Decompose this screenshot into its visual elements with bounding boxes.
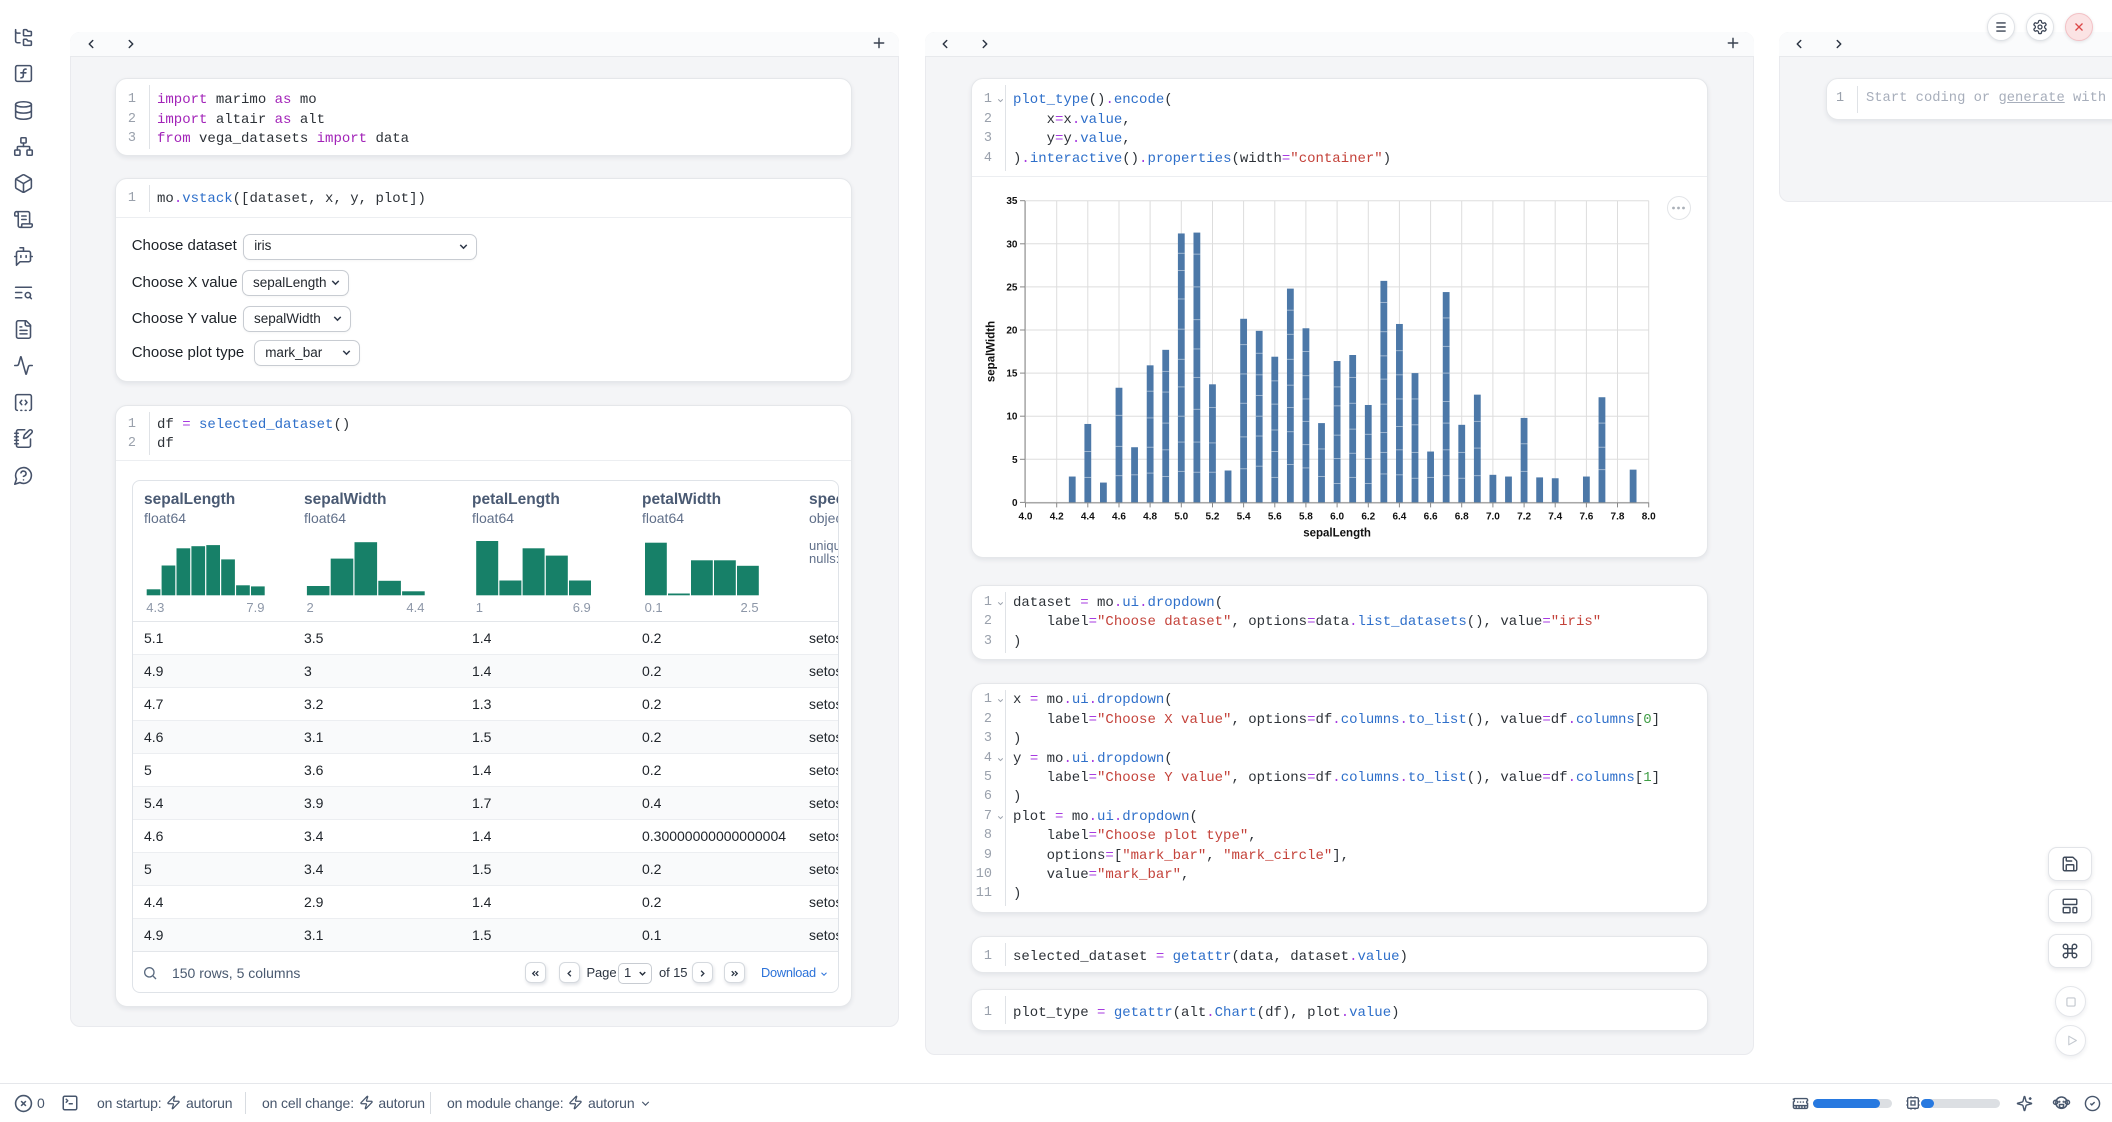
svg-text:6.8: 6.8 — [1455, 511, 1469, 522]
svg-text:7.6: 7.6 — [1579, 511, 1593, 522]
svg-text:15: 15 — [1006, 369, 1018, 380]
svg-text:5.8: 5.8 — [1299, 511, 1313, 522]
svg-text:8.0: 8.0 — [1642, 511, 1656, 522]
svg-text:5.2: 5.2 — [1206, 511, 1220, 522]
svg-text:5.4: 5.4 — [1237, 511, 1251, 522]
svg-text:4.2: 4.2 — [1050, 511, 1064, 522]
svg-text:6.4: 6.4 — [1392, 511, 1406, 522]
svg-text:6.0: 6.0 — [1330, 511, 1344, 522]
svg-text:20: 20 — [1006, 326, 1018, 337]
svg-text:10: 10 — [1006, 412, 1018, 423]
svg-text:35: 35 — [1006, 196, 1018, 207]
svg-text:30: 30 — [1006, 239, 1018, 250]
svg-text:6.6: 6.6 — [1424, 511, 1438, 522]
svg-text:5.0: 5.0 — [1174, 511, 1188, 522]
svg-text:7.0: 7.0 — [1486, 511, 1500, 522]
svg-text:25: 25 — [1006, 282, 1018, 293]
svg-text:sepalLength: sepalLength — [1303, 527, 1371, 539]
svg-text:4.6: 4.6 — [1112, 511, 1126, 522]
svg-text:5: 5 — [1012, 455, 1018, 466]
svg-text:5.6: 5.6 — [1268, 511, 1282, 522]
svg-text:7.2: 7.2 — [1517, 511, 1531, 522]
svg-text:0: 0 — [1012, 498, 1018, 509]
svg-text:6.2: 6.2 — [1361, 511, 1375, 522]
svg-text:4.4: 4.4 — [1081, 511, 1095, 522]
svg-text:4.8: 4.8 — [1143, 511, 1157, 522]
svg-text:7.8: 7.8 — [1611, 511, 1625, 522]
svg-text:4.0: 4.0 — [1019, 511, 1033, 522]
svg-text:sepalWidth: sepalWidth — [986, 321, 998, 382]
svg-text:7.4: 7.4 — [1548, 511, 1562, 522]
